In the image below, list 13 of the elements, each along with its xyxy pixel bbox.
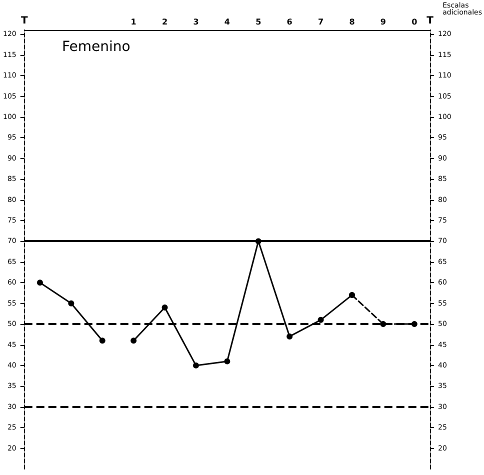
- x-tick-label: 9: [380, 18, 386, 26]
- x-tick-label: 6: [286, 18, 293, 26]
- x-tick-label: 8: [349, 18, 356, 26]
- x-tick-label: 7: [318, 18, 324, 26]
- x-tick-label: 1: [130, 18, 137, 26]
- y2-axis-title: T: [426, 16, 434, 26]
- x-tick-label: 2: [162, 18, 168, 26]
- x-tick-label: 4: [224, 18, 230, 26]
- x-tick-label: 0: [412, 18, 418, 26]
- annotation: Femenino: [62, 39, 130, 55]
- x-tick-label: 3: [193, 18, 199, 26]
- x-tick-label: 5: [256, 18, 262, 26]
- y-axis-title: T: [20, 16, 28, 26]
